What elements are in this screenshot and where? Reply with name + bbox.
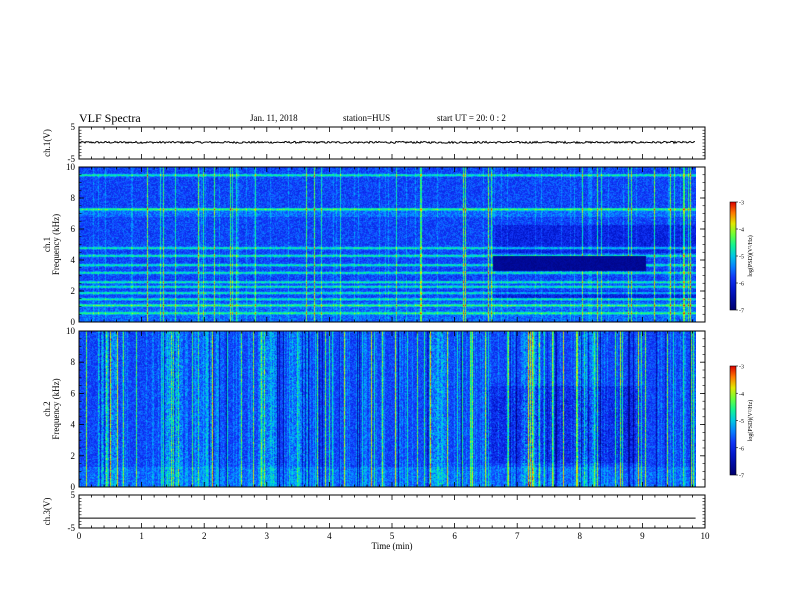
xtick-5: 5	[390, 531, 395, 541]
xtick-3: 3	[265, 531, 270, 541]
ch1-spectrogram-ylabel-0: ch.1	[42, 237, 52, 252]
ch2-spectrogram-ytick-4: 8	[71, 357, 76, 367]
date-label: Jan. 11, 2018	[250, 113, 298, 123]
figure-title: VLF Spectra	[79, 111, 141, 125]
xtick-0: 0	[77, 531, 82, 541]
ch1-spectrogram-ytick-1: 2	[71, 286, 76, 296]
ch1-spectrogram-ytick-5: 10	[66, 162, 76, 172]
ch2-spectrogram-ylabel-1: Frequency (kHz)	[51, 378, 61, 439]
ch1-spectrogram-cbtick-0: -3	[739, 201, 744, 207]
ch2-spectrogram-ytick-3: 6	[71, 388, 76, 398]
ch2-spectrogram-cbtick-4: -7	[739, 474, 744, 480]
ch1-spectrogram-ylabel-1: Frequency (kHz)	[51, 214, 61, 275]
ch1-spectrogram-ytick-0: 0	[71, 317, 76, 327]
xtick-8: 8	[578, 531, 583, 541]
ch3-waveform-ytick-0: 5	[71, 490, 76, 500]
ch1-spectrogram-colorbar-label: log(PSD)(V²/Hz)	[747, 235, 754, 276]
ch1-spectrogram-ytick-3: 6	[71, 224, 76, 234]
ch2-spectrogram-ylabel-0: ch.2	[42, 401, 52, 416]
ch3-waveform-ytick-1: -5	[68, 523, 76, 533]
ch1-spectrogram-cbtick-1: -4	[739, 228, 744, 234]
ch1-spectrogram-image	[79, 167, 696, 322]
start-ut-label: start UT = 20: 0 : 2	[437, 113, 506, 123]
ch1-spectrogram-colorbar	[729, 201, 737, 311]
ch1-spectrogram-ytick-2: 4	[71, 255, 76, 265]
xtick-7: 7	[515, 531, 520, 541]
ch1-spectrogram-cbtick-4: -7	[739, 309, 744, 315]
ch2-spectrogram-cbtick-3: -6	[739, 446, 744, 452]
xtick-6: 6	[452, 531, 457, 541]
xtick-9: 9	[640, 531, 645, 541]
ch2-spectrogram-ytick-0: 0	[71, 482, 76, 492]
xtick-4: 4	[327, 531, 332, 541]
station-label: station=HUS	[343, 113, 391, 123]
ch2-spectrogram-ytick-1: 2	[71, 451, 76, 461]
ch1-spectrogram-cbtick-3: -6	[739, 282, 744, 288]
ch1-spectrogram-cbtick-2: -5	[739, 255, 744, 261]
ch1-waveform-line	[78, 140, 696, 145]
xtick-2: 2	[202, 531, 207, 541]
ch2-spectrogram-cbtick-0: -3	[739, 365, 744, 371]
ch2-spectrogram-ytick-2: 4	[71, 420, 76, 430]
ch2-spectrogram-image	[79, 331, 696, 487]
ch2-spectrogram-ytick-5: 10	[66, 326, 76, 336]
ch2-spectrogram-cbtick-1: -4	[739, 392, 744, 398]
ch2-spectrogram-colorbar-label: log(PSD)(V²/Hz)	[747, 400, 754, 441]
x-axis-label: Time (min)	[372, 541, 413, 551]
ch1-spectrogram-ytick-4: 8	[71, 193, 76, 203]
xtick-1: 1	[139, 531, 144, 541]
ch1-waveform-ylabel-0: ch.1(V)	[42, 129, 52, 157]
ch2-spectrogram-cbtick-2: -5	[739, 419, 744, 425]
ch3-waveform-ylabel-0: ch.3(V)	[42, 498, 52, 526]
ch2-spectrogram-colorbar	[729, 365, 737, 476]
ch1-waveform-ytick-1: -5	[68, 154, 76, 164]
xtick-10: 10	[701, 531, 711, 541]
ch1-waveform-ytick-0: 5	[71, 122, 76, 132]
